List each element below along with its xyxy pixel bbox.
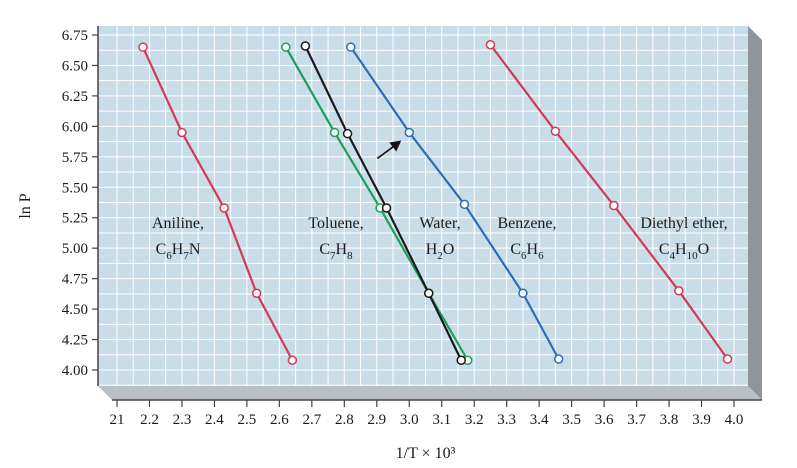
data-point [138, 42, 148, 52]
data-point [342, 128, 353, 139]
panel-face [98, 26, 748, 386]
series-label-1: Toluene, C7​H8​ [308, 215, 363, 262]
x-tick-label: 3.4 [530, 412, 549, 428]
y-tick-label: 6.25 [62, 89, 88, 105]
data-point [281, 42, 291, 52]
series-label-4: Diethyl ether, C4​H10​O [640, 215, 727, 262]
series-label-name: Toluene, [308, 215, 363, 232]
x-tick-label: 2.7 [302, 412, 321, 428]
x-tick-label: 3.3 [497, 412, 516, 428]
series-label-name: Aniline, [152, 215, 204, 232]
data-point [609, 200, 619, 211]
data-point [287, 355, 298, 366]
series-label-formula: C7​H8​ [319, 241, 353, 262]
x-tick-label: 4.0 [725, 412, 744, 428]
series-0 [138, 42, 298, 366]
series-layer [138, 39, 733, 366]
y-tick-label: 6.75 [62, 28, 88, 44]
series-2 [300, 41, 466, 366]
y-tick-label: 4.25 [62, 333, 88, 349]
x-tick-label: 2.3 [173, 412, 192, 428]
x-tick-label: 2.8 [335, 412, 354, 428]
series-labels: Aniline, C6​H7​N Toluene, C7​H8​ Water, H2​O B… [152, 215, 728, 262]
arrow-head [389, 140, 402, 152]
y-tick-label: 5.00 [62, 241, 88, 257]
data-point [423, 288, 434, 299]
series-label-formula: C4​H10​O [659, 241, 709, 262]
data-point [485, 39, 496, 50]
y-tick-label: 4.00 [62, 363, 88, 379]
data-point [251, 288, 262, 299]
x-tick-label: 2.2 [140, 412, 159, 428]
x-tick-label: 3.2 [465, 412, 484, 428]
y-tick-label: 5.50 [62, 180, 88, 196]
data-point [550, 126, 561, 136]
series-label-3: Benzene, C6​H6​ [497, 215, 556, 262]
y-tick-label: 5.25 [62, 211, 88, 227]
annotation-arrow [376, 140, 402, 160]
grid [98, 26, 748, 386]
y-axis-title: ln P [17, 193, 34, 218]
series-label-name: Water, [419, 215, 460, 232]
x-tick-label: 3.0 [400, 412, 419, 428]
series-3 [346, 42, 564, 364]
x-axis-title: 1/T × 10³ [396, 445, 456, 462]
data-point [553, 354, 564, 364]
x-tick-label: 3.9 [692, 412, 711, 428]
series-label-0: Aniline, C6​H7​N [152, 215, 204, 262]
plot-panel [98, 26, 762, 400]
data-point [177, 127, 187, 138]
x-tick-label: 2.9 [367, 412, 386, 428]
x-tick-label: 2.6 [270, 412, 289, 428]
data-point [219, 203, 229, 213]
axes: 4.00 4.25 4.50 4.75 5.00 5.25 5.50 5.75 6.00 6.25… [62, 26, 762, 428]
series-4 [485, 39, 733, 364]
series-label-formula: C6​H6​ [510, 241, 544, 262]
data-point [381, 203, 392, 213]
series-label-name: Diethyl ether, [640, 215, 727, 232]
data-point [674, 286, 684, 296]
y-tick-label: 6.00 [62, 119, 88, 135]
y-tick-label: 6.50 [62, 58, 88, 74]
y-tick-label: 5.75 [62, 150, 88, 166]
data-point [456, 355, 466, 366]
data-point [346, 42, 356, 52]
data-point [300, 41, 311, 51]
data-point [404, 127, 415, 138]
data-point [722, 354, 733, 364]
series-label-name: Benzene, [497, 215, 556, 232]
series-label-2: Water, H2​O [419, 215, 460, 262]
x-tick-label: 3.7 [627, 412, 646, 428]
data-point [518, 288, 528, 299]
series-label-formula: C6​H7​N [156, 241, 201, 262]
x-tick-label: 2.5 [238, 412, 257, 428]
x-tick-label: 2.4 [205, 412, 224, 428]
panel-side-edge [748, 26, 762, 400]
series-label-formula: H2​O [426, 241, 455, 262]
y-tick-label: 4.75 [62, 272, 88, 288]
x-tick-label: 3.5 [562, 412, 581, 428]
x-tick-label: 3.8 [660, 412, 679, 428]
x-tick-label: 3.1 [432, 412, 451, 428]
panel-bottom-edge [98, 386, 762, 400]
data-point [459, 199, 470, 210]
x-tick-label: 21 [110, 412, 125, 428]
y-tick-label: 4.50 [62, 302, 88, 318]
data-point [329, 127, 340, 138]
x-tick-label: 3.6 [595, 412, 614, 428]
